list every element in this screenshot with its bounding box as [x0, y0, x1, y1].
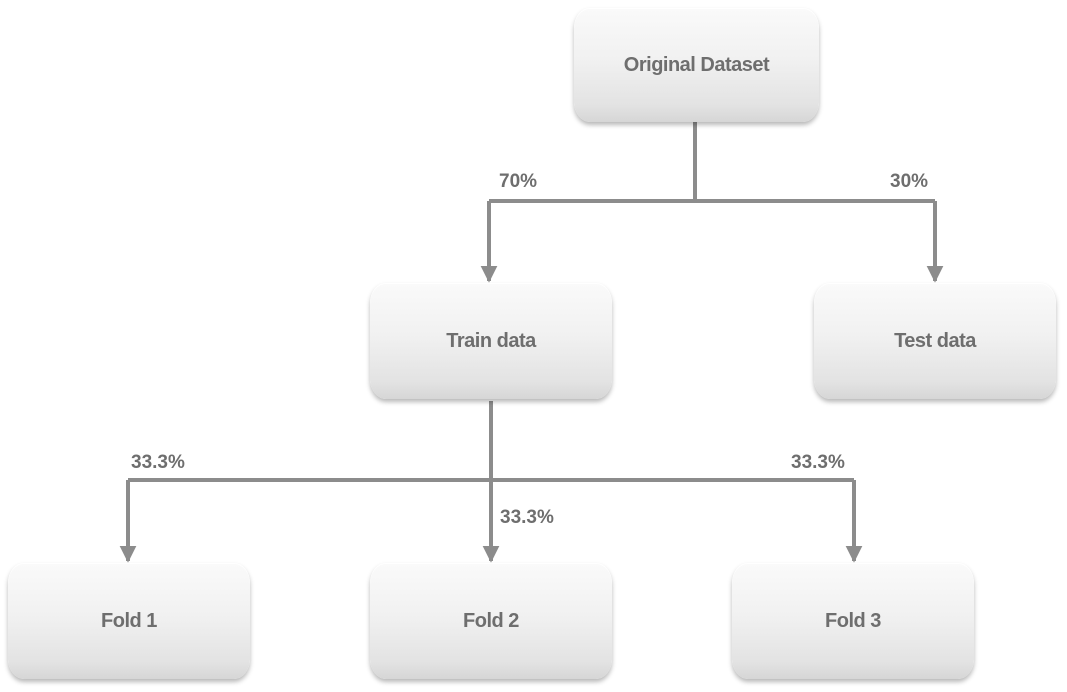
node-fold-2: Fold 2: [370, 563, 612, 679]
edge-label-train: 70%: [499, 171, 538, 192]
node-original-dataset: Original Dataset: [574, 8, 819, 122]
node-train-data-label: Train data: [446, 329, 536, 352]
node-original-dataset-label: Original Dataset: [623, 53, 770, 76]
node-test-data-label: Test data: [894, 329, 976, 352]
edge-label-fold1: 33.3%: [131, 452, 185, 473]
edge-label-fold3: 33.3%: [791, 452, 845, 473]
node-train-data: Train data: [370, 283, 612, 399]
node-fold-2-label: Fold 2: [463, 609, 519, 632]
node-test-data: Test data: [814, 283, 1056, 399]
node-fold-3: Fold 3: [732, 563, 974, 679]
node-fold-1: Fold 1: [8, 563, 250, 679]
node-fold-1-label: Fold 1: [101, 609, 157, 632]
edge-label-fold2: 33.3%: [500, 507, 554, 528]
node-fold-3-label: Fold 3: [825, 609, 881, 632]
edge-label-test: 30%: [890, 171, 929, 192]
